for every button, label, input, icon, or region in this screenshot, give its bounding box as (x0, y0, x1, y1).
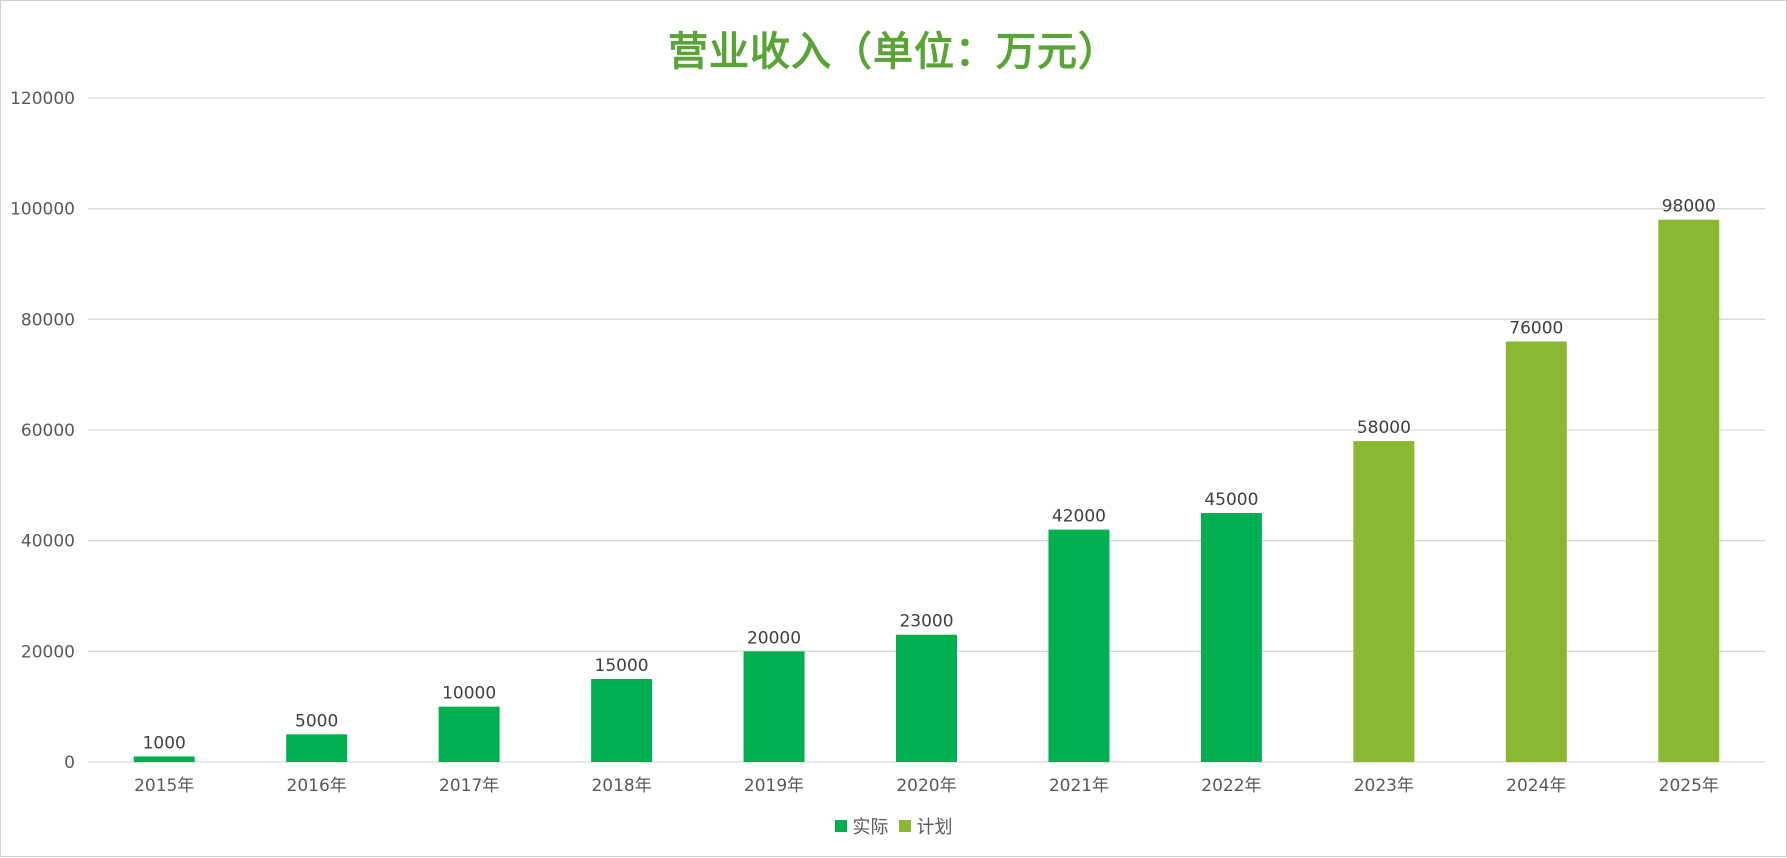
data-label: 10000 (442, 684, 496, 704)
legend-label: 计划 (916, 817, 953, 838)
x-tick-label: 2019年 (744, 776, 804, 796)
data-label: 58000 (1357, 418, 1411, 438)
data-label: 1000 (143, 733, 186, 753)
x-tick-label: 2017年 (439, 776, 499, 796)
legend-item: 计划 (898, 813, 953, 839)
chart-title: 营业收入（单位：万元） (668, 29, 1119, 75)
data-label: 20000 (747, 628, 801, 648)
x-tick-label: 2018年 (591, 776, 651, 796)
bar-2016年 (286, 734, 348, 762)
bar-2019年 (743, 651, 805, 762)
legend-swatch (834, 820, 847, 832)
bar-2024年 (1505, 341, 1567, 762)
x-tick-label: 2024年 (1506, 776, 1566, 796)
y-tick-label: 100000 (10, 200, 75, 220)
x-tick-label: 2021年 (1049, 776, 1109, 796)
y-tick-label: 40000 (21, 532, 75, 552)
legend-item: 实际 (834, 813, 889, 839)
data-label: 42000 (1052, 507, 1106, 527)
data-label: 23000 (899, 612, 953, 632)
x-tick-label: 2023年 (1354, 776, 1414, 796)
x-tick-label: 2015年 (134, 776, 194, 796)
y-tick-label: 0 (64, 753, 75, 773)
bar-2015年 (133, 756, 195, 762)
bar-2020年 (896, 634, 957, 762)
bar-2023年 (1353, 441, 1415, 762)
data-label: 5000 (295, 711, 338, 731)
y-tick-label: 80000 (21, 310, 75, 330)
data-label: 45000 (1204, 490, 1258, 510)
bar-2018年 (591, 679, 653, 762)
legend-swatch (898, 820, 911, 832)
bar-2022年 (1200, 513, 1262, 762)
data-label: 76000 (1509, 318, 1563, 338)
x-tick-label: 2025年 (1659, 776, 1719, 796)
legend-label: 实际 (852, 817, 889, 838)
bar-2021年 (1048, 529, 1110, 762)
bar-2025年 (1658, 219, 1720, 762)
y-tick-label: 20000 (21, 642, 75, 662)
bar-2017年 (438, 706, 500, 762)
legend: 实际 计划 (1, 813, 1786, 839)
x-tick-label: 2020年 (896, 776, 956, 796)
x-tick-label: 2016年 (287, 776, 347, 796)
data-label: 98000 (1662, 197, 1716, 217)
y-tick-label: 60000 (21, 421, 75, 441)
y-tick-label: 120000 (10, 89, 75, 109)
data-label: 15000 (595, 656, 649, 676)
x-tick-label: 2022年 (1201, 776, 1261, 796)
